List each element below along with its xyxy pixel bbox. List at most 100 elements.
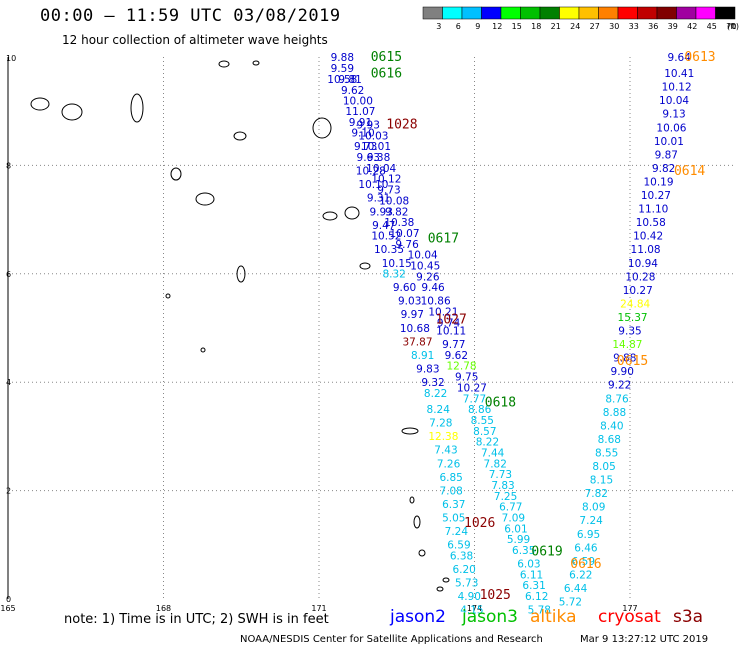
wave-height-value: 12.78 bbox=[447, 361, 477, 373]
x-tick-label: 171 bbox=[311, 604, 326, 613]
wave-height-value: 9.31 bbox=[367, 193, 390, 205]
scale-unit: (ft) bbox=[727, 22, 739, 31]
wave-height-value: 5.99 bbox=[507, 534, 530, 546]
island-outline bbox=[344, 206, 360, 220]
wave-height-value: 10.27 bbox=[641, 190, 671, 202]
wave-height-value: 6.35 bbox=[512, 545, 535, 557]
scale-label: 15 bbox=[512, 22, 522, 31]
wave-height-value: 11.07 bbox=[345, 106, 375, 118]
pass-time-label: 0613 bbox=[684, 50, 715, 65]
wave-height-value: 10.28 bbox=[356, 166, 386, 178]
wave-height-value: 5.72 bbox=[559, 597, 582, 609]
wave-height-value: 7.83 bbox=[491, 480, 514, 492]
wave-height-value: 7.09 bbox=[502, 512, 525, 524]
wave-height-value: 9.10 bbox=[351, 128, 374, 140]
wave-height-value: 10.52 bbox=[371, 231, 401, 243]
scale-label: 6 bbox=[456, 22, 461, 31]
island-outlines bbox=[30, 60, 450, 592]
legend-entry-altika: altika bbox=[530, 607, 577, 627]
scale-swatch bbox=[442, 6, 463, 20]
scale-label: 30 bbox=[609, 22, 619, 31]
wave-height-value: 9.62 bbox=[445, 350, 468, 362]
wave-height-value: 6.31 bbox=[522, 580, 545, 592]
scale-label: 12 bbox=[492, 22, 502, 31]
wave-height-value: 6.59 bbox=[572, 556, 595, 568]
wave-height-value: 6.01 bbox=[504, 523, 527, 535]
wave-height-value: 15.37 bbox=[618, 312, 648, 324]
x-tick-label: 177 bbox=[622, 604, 637, 613]
wave-height-value: 7.24 bbox=[579, 515, 603, 527]
page-subtitle: 12 hour collection of altimeter wave hei… bbox=[62, 33, 328, 47]
wave-height-value: 8.15 bbox=[590, 475, 613, 487]
wave-height-value: 14.87 bbox=[612, 339, 642, 351]
legend-entry-s3a: s3a bbox=[673, 607, 704, 627]
scale-label: 42 bbox=[687, 22, 697, 31]
island-outline bbox=[436, 586, 444, 592]
island-outline bbox=[401, 427, 419, 435]
footer-credit: NOAA/NESDIS Center for Satellite Applica… bbox=[240, 634, 543, 645]
y-tick-label: 4 bbox=[6, 378, 11, 387]
island-outline bbox=[61, 103, 83, 121]
x-tick-label: 174 bbox=[467, 604, 482, 613]
wave-height-value: 7.77 bbox=[463, 393, 486, 405]
time-labels: 0615 0616 1028 0617 1027 0618 1026 0619 1025 0613… bbox=[371, 50, 716, 603]
pass-time-label: 1025 bbox=[480, 588, 511, 603]
scale-label: 24 bbox=[570, 22, 580, 31]
y-tick-label: 2 bbox=[6, 487, 11, 496]
island-outline bbox=[30, 97, 50, 111]
island-outline bbox=[418, 549, 426, 557]
wave-height-value: 8.76 bbox=[605, 393, 629, 405]
wave-height-value: 9.59 bbox=[331, 63, 354, 75]
wave-height-value: 6.44 bbox=[564, 583, 588, 595]
wave-height-value: 9.73 bbox=[377, 185, 400, 197]
y-tick-label: 8 bbox=[6, 161, 11, 170]
wave-height-value: 9.81 bbox=[338, 74, 361, 86]
wave-height-value: 8.40 bbox=[600, 420, 623, 432]
wave-height-value: 12.38 bbox=[428, 431, 458, 443]
wave-height-value: 10.21 bbox=[428, 307, 458, 319]
legend-entry-jason3: jason3 bbox=[462, 607, 518, 627]
island-outline bbox=[236, 265, 246, 283]
wave-height-value: 10.00 bbox=[343, 96, 373, 108]
wave-height-points: 9.889.5910.589.819.6210.0011.079.919.939… bbox=[327, 52, 694, 617]
wave-height-value: 10.68 bbox=[400, 323, 430, 335]
wave-height-value: 6.85 bbox=[439, 472, 462, 484]
y-tick-label: 10 bbox=[6, 54, 16, 63]
pass-time-label: 0616 bbox=[570, 557, 601, 572]
x-tick-label: 168 bbox=[156, 604, 171, 613]
wave-height-value: 9.60 bbox=[393, 282, 416, 294]
scale-swatch bbox=[617, 6, 638, 20]
scale-swatch bbox=[676, 6, 697, 20]
wave-height-value: 9.93 bbox=[370, 206, 393, 218]
footer-generated: Mar 9 13:27:12 UTC 2019 bbox=[580, 634, 709, 645]
scale-label: 70 bbox=[726, 22, 736, 31]
pass-time-label: 1027 bbox=[436, 313, 467, 328]
wave-height-value: 9.83 bbox=[416, 363, 439, 375]
wave-height-value: 9.87 bbox=[655, 149, 678, 161]
wave-height-value: 8.55 bbox=[471, 415, 494, 427]
wave-height-value: 5.73 bbox=[455, 578, 478, 590]
scale-swatch bbox=[559, 6, 580, 20]
island-outline bbox=[170, 167, 182, 181]
island-outline bbox=[233, 131, 247, 141]
wave-height-value: 11.10 bbox=[638, 204, 668, 216]
pass-time-label: 0615 bbox=[371, 50, 402, 65]
wave-height-value: 5.78 bbox=[528, 605, 551, 617]
scale-swatch bbox=[715, 6, 736, 20]
footer-note: note: 1) Time is in UTC; 2) SWH is in fe… bbox=[64, 612, 329, 627]
wave-height-value: 9.88 bbox=[613, 353, 636, 365]
wave-height-value: 9.63 bbox=[357, 152, 380, 164]
wave-height-value: 9.82 bbox=[385, 206, 408, 218]
wave-height-value: 24.84 bbox=[620, 298, 650, 310]
scale-label: 9 bbox=[475, 22, 480, 31]
wave-height-value: 10.01 bbox=[654, 136, 684, 148]
wave-height-value: 5.05 bbox=[442, 512, 465, 524]
wave-height-value: 7.26 bbox=[437, 458, 461, 470]
wave-height-value: 9.75 bbox=[455, 372, 478, 384]
x-tick-label: 165 bbox=[0, 604, 15, 613]
wave-height-value: 9.82 bbox=[652, 163, 675, 175]
wave-height-value: 9.64 bbox=[668, 52, 692, 64]
scale-swatch bbox=[695, 6, 716, 20]
